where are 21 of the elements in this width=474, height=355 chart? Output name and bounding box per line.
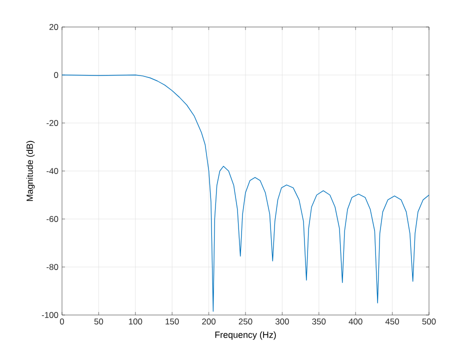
y-tick-label: -100 [42, 312, 58, 318]
line-series [62, 74, 429, 312]
y-tick-label: 20 [49, 24, 58, 30]
x-tick-label: 250 [238, 318, 252, 325]
x-tick-label: 150 [166, 318, 179, 325]
y-tick-label: -80 [46, 264, 58, 270]
x-tick-label: 450 [385, 318, 400, 325]
x-tick-label: 300 [275, 318, 289, 325]
x-tick-label: 400 [348, 318, 362, 325]
y-tick-label: -40 [46, 168, 58, 174]
x-tick-label: 200 [202, 318, 216, 325]
y-tick-label: -20 [46, 120, 58, 126]
y-axis-title: Magnitude (dB) [26, 140, 35, 201]
x-tick-label: 50 [94, 318, 104, 325]
x-tick-label: 500 [422, 318, 436, 325]
x-axis-title: Frequency (Hz) [215, 331, 276, 340]
y-tick-label: -60 [46, 216, 58, 222]
y-tick-label: 0 [54, 72, 58, 78]
x-tick-label: 100 [128, 318, 142, 325]
x-tick-label: 0 [60, 318, 64, 325]
x-tick-label: 350 [312, 318, 326, 325]
